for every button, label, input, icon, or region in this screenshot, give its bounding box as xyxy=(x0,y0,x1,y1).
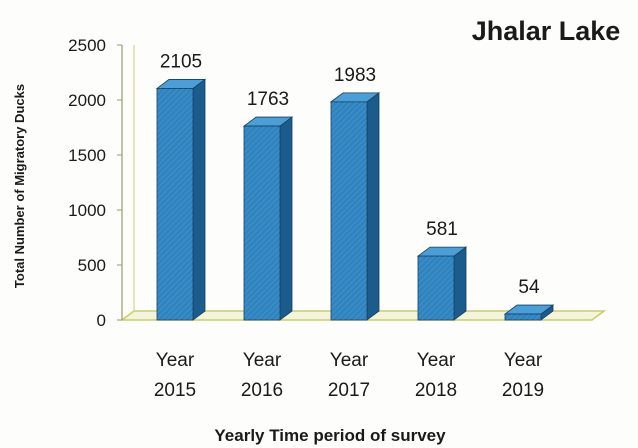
data-label: 2105 xyxy=(160,51,202,72)
bar-side-face xyxy=(453,246,467,321)
bar-texture xyxy=(331,101,367,321)
x-tick-label: 2019 xyxy=(502,380,544,401)
bar xyxy=(155,78,207,321)
x-tick-label: 2015 xyxy=(154,380,196,401)
y-tick-label: 1000 xyxy=(68,201,106,220)
x-tick-label: Year xyxy=(156,350,195,371)
bar-texture xyxy=(244,126,280,320)
x-tick-label: 2017 xyxy=(328,380,370,401)
bar xyxy=(329,92,381,321)
data-label: 1763 xyxy=(247,89,289,110)
x-tick-label: Year xyxy=(504,350,543,371)
x-tick-label: Year xyxy=(330,350,369,371)
data-label: 1983 xyxy=(334,65,376,86)
bar-texture xyxy=(157,88,193,320)
bar-side-face xyxy=(192,78,206,321)
y-tick-label: 1500 xyxy=(68,146,106,165)
y-tick-label: 2000 xyxy=(68,91,106,110)
y-tick-label: 0 xyxy=(97,311,106,330)
data-label: 581 xyxy=(426,219,458,240)
y-axis-title: Total Number of Migratory Ducks xyxy=(12,84,27,288)
bar-texture xyxy=(505,314,541,320)
x-tick-label: Year xyxy=(243,350,282,371)
bars-layer xyxy=(155,78,555,321)
data-label: 54 xyxy=(518,277,540,298)
bar-side-face xyxy=(279,116,293,321)
x-axis-title: Yearly Time period of survey xyxy=(214,426,446,445)
x-tick-label: Year xyxy=(417,350,456,371)
x-tick-label: 2018 xyxy=(415,380,457,401)
bar xyxy=(503,304,555,321)
bar-side-face xyxy=(366,92,380,321)
y-tick-label: 2500 xyxy=(68,36,106,55)
labels-layer: 0 500 1000 1500 2000 2500 2105 Year 2015 1763 Year… xyxy=(68,36,544,401)
bar xyxy=(242,116,294,321)
x-tick-label: 2016 xyxy=(241,380,283,401)
bar-texture xyxy=(418,256,454,320)
chart-title: Jhalar Lake xyxy=(472,16,621,46)
bar xyxy=(416,246,468,321)
y-tick-label: 500 xyxy=(78,256,106,275)
